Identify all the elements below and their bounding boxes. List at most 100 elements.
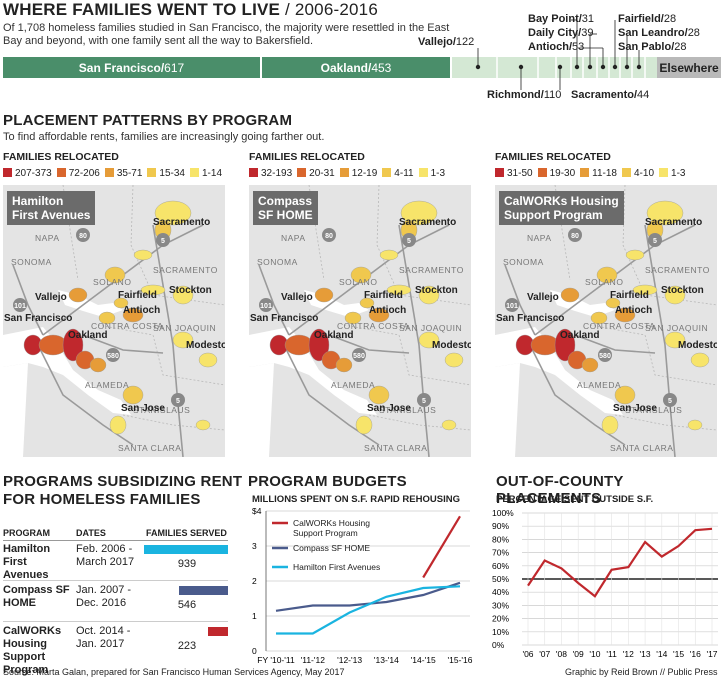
- placement-area: [625, 249, 645, 261]
- col-dates: DATES: [76, 528, 106, 538]
- program-badge: CalWORKs Housing Support Program: [499, 191, 624, 225]
- budget-x-tick: '15-'16: [448, 655, 473, 665]
- bar-san-francisco: San Francisco/617: [3, 57, 260, 78]
- budget-y-tick: 3: [252, 541, 257, 551]
- budget-x-tick: '12-'13: [337, 655, 362, 665]
- legend-item: 4-11: [382, 168, 414, 179]
- placement-area: [441, 419, 457, 431]
- highway-number: 5: [653, 238, 657, 245]
- highway-shield: [402, 233, 416, 247]
- legend-item: 1-3: [418, 168, 445, 179]
- legend-label: 19-30: [549, 168, 576, 179]
- ooc-x-tick: '16: [690, 649, 701, 659]
- program-dates: Jan. 2007 - Dec. 2016: [76, 584, 132, 609]
- program-map: 80 101 5 580 5 Hamilton First Avenues NAPA SONOM…: [3, 185, 225, 457]
- county-lines: [554, 185, 717, 431]
- placement-area: [198, 352, 218, 368]
- ooc-y-tick: 100%: [492, 508, 514, 518]
- highway-number: 5: [407, 238, 411, 245]
- title-range: / 2006-2016: [285, 0, 378, 19]
- page-title: WHERE FAMILIES WENT TO LIVE / 2006-2016: [3, 0, 378, 20]
- map-label-fairfield: Fairfield: [118, 290, 157, 301]
- map-label-sacramento-county: SACRAMENTO: [153, 265, 218, 275]
- budget-legend-hamilton: Hamilton First Avenues: [293, 562, 380, 572]
- city-name: Bay Point: [528, 13, 579, 25]
- ooc-x-tick: '06: [522, 649, 533, 659]
- map-label-sacramento: Sacramento: [399, 217, 457, 228]
- programs-title-line2: FOR HOMELESS FAMILIES: [3, 491, 201, 508]
- budget-series-line: [276, 585, 461, 635]
- legend-title: FAMILIES RELOCATED: [3, 151, 119, 163]
- legend-swatch: [3, 168, 12, 177]
- served-bar: [208, 627, 228, 636]
- map-label-vallejo: Vallejo: [281, 292, 313, 303]
- map-label-sacramento-county: SACRAMENTO: [399, 265, 464, 275]
- map-label-sonoma: SONOMA: [257, 257, 298, 267]
- placement-area: [614, 307, 636, 323]
- row-divider: [3, 621, 228, 622]
- legend-label: 20-31: [309, 168, 335, 179]
- placement-area: [284, 334, 314, 356]
- city-value: 28: [663, 13, 677, 25]
- budget-y-tick: $4: [252, 506, 262, 516]
- map-label-alameda: ALAMEDA: [331, 380, 376, 390]
- leader-lines: [475, 19, 642, 90]
- ooc-x-tick: '11: [606, 649, 617, 659]
- map-label-antioch: Antioch: [369, 305, 407, 316]
- legend-swatch: [580, 168, 590, 177]
- hwy-5: [152, 224, 184, 457]
- placement-title: PLACEMENT PATTERNS BY PROGRAM: [3, 112, 293, 129]
- city-value: 53: [572, 41, 585, 53]
- program-map: 80 101 5 580 5 CalWORKs Housing Support Progra…: [495, 185, 717, 457]
- footer-source: Source: Marta Galan, prepared for San Fr…: [3, 667, 345, 677]
- bar-oak-name: Oakland: [320, 60, 368, 75]
- map-label-san-francisco: San Francisco: [250, 313, 319, 324]
- bar-sf-name: San Francisco: [78, 60, 161, 75]
- placement-area: [122, 307, 144, 323]
- ocean: [3, 363, 28, 457]
- city-value: 28: [674, 41, 687, 53]
- badge-line2: First Avenues: [12, 208, 91, 222]
- map-label-alameda: ALAMEDA: [85, 380, 130, 390]
- map-label-san-joaquin: SAN JOAQUIN: [153, 323, 217, 333]
- map-label-napa: NAPA: [35, 233, 60, 243]
- legend-label: 35-71: [116, 168, 143, 179]
- placement-area: [122, 385, 144, 405]
- highway-shield: [352, 348, 366, 362]
- placement-area: [581, 357, 599, 373]
- map-label-sonoma: SONOMA: [11, 257, 52, 267]
- ooc-x-tick: '10: [589, 649, 600, 659]
- budget-y-tick: 2: [252, 576, 257, 586]
- city-name: Richmond: [487, 89, 541, 101]
- legend-swatch: [537, 168, 547, 177]
- highway-number: 580: [599, 353, 611, 360]
- badge-line2: SF HOME: [258, 208, 313, 222]
- badge-line1: Compass: [258, 194, 313, 208]
- programs-title: PROGRAMS SUBSIDIZING RENT FOR HOMELESS F…: [3, 473, 242, 509]
- placement-area: [596, 266, 618, 284]
- highway-number: 580: [107, 353, 119, 360]
- placement-area: [89, 357, 107, 373]
- legend-swatch: [249, 168, 258, 177]
- hwy-580: [328, 334, 410, 354]
- placement-area: [314, 287, 334, 303]
- budget-subtitle: MILLIONS SPENT ON S.F. RAPID REHOUSING: [252, 494, 460, 505]
- legend-label: 207-373: [15, 168, 52, 179]
- legend-item: 20-31: [297, 168, 335, 179]
- highway-shield: [259, 298, 273, 312]
- badge-line2: Support Program: [504, 208, 603, 222]
- map-label-contra-costa: CONTRA COSTA: [337, 321, 410, 331]
- placement-area: [335, 357, 353, 373]
- city-san-leandro: San Leandro/28: [618, 27, 700, 39]
- highway-shield: [648, 233, 662, 247]
- legend-label: 4-11: [394, 168, 414, 179]
- placement-area: [530, 334, 560, 356]
- map-label-san-francisco: San Francisco: [4, 313, 73, 324]
- budget-x-tick: '11-'12: [301, 655, 326, 665]
- program-dates: Oct. 2014 - Jan. 2017: [76, 625, 131, 650]
- placement-area: [646, 200, 684, 226]
- placement-area: [632, 284, 658, 296]
- legend-item: 72-206: [56, 168, 100, 179]
- city-sacramento: Sacramento/44: [571, 89, 650, 101]
- legend-swatch: [56, 168, 66, 177]
